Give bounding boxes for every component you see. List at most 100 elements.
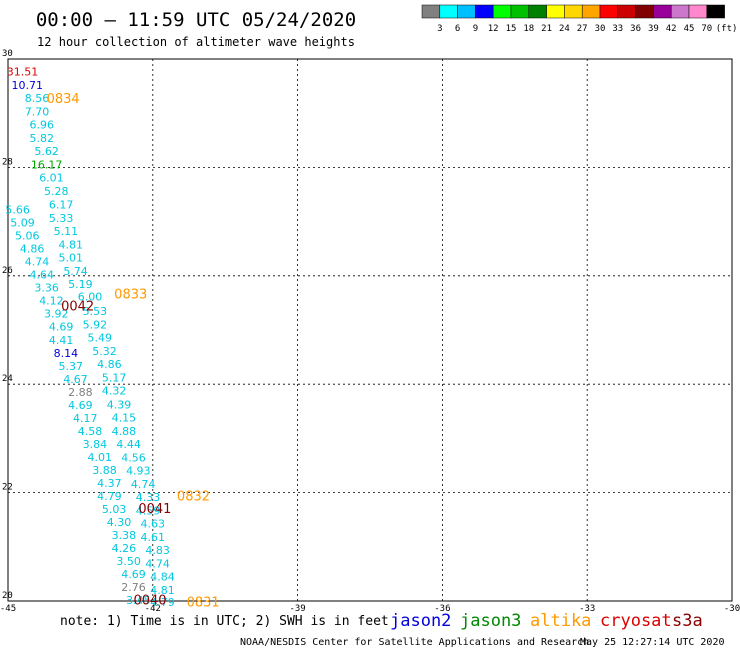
swh-value: 5.82 xyxy=(30,132,55,145)
colorbar-label: 70 xyxy=(701,24,712,34)
colorbar-label: 6 xyxy=(455,24,460,34)
footer-credit: NOAA/NESDIS Center for Satellite Applica… xyxy=(240,637,589,648)
swh-value: 5.09 xyxy=(10,217,35,230)
swh-value: 5.06 xyxy=(15,230,40,243)
swh-value: 5.03 xyxy=(102,503,127,516)
swh-value: 4.69 xyxy=(121,568,146,581)
legend-s3a: s3a xyxy=(672,611,703,631)
chart-title: 00:00 — 11:59 UTC 05/24/2020 xyxy=(36,9,356,31)
legend-altika: altika xyxy=(530,611,591,631)
swh-value: 3.88 xyxy=(92,464,117,477)
colorbar-swatch xyxy=(670,4,690,19)
swh-value: 4.59 xyxy=(136,504,161,517)
swh-value: 2.76 xyxy=(121,581,146,594)
chart-subtitle: 12 hour collection of altimeter wave hei… xyxy=(37,35,355,49)
pass-time-label: 0834 xyxy=(47,92,80,107)
swh-value: 5.17 xyxy=(102,372,127,385)
y-tick-label: 28 xyxy=(2,157,13,167)
colorbar-label: 15 xyxy=(506,24,517,34)
swh-value: 3.50 xyxy=(116,555,141,568)
footer-note: note: 1) Time is in UTC; 2) SWH is in fe… xyxy=(60,614,389,629)
colorbar-label: 27 xyxy=(577,24,588,34)
y-tick-label: 26 xyxy=(2,266,13,276)
colorbar-swatch xyxy=(564,4,583,19)
colorbar-swatch xyxy=(475,4,494,19)
grid: -45 -42 -39 -36 -33 -30 20 22 24 26 28 30 xyxy=(0,49,740,614)
swh-value: 3.45 xyxy=(126,594,151,607)
colorbar-swatch xyxy=(706,4,725,19)
swh-value: 4.32 xyxy=(102,385,127,398)
swh-value: 5.66 xyxy=(5,204,30,217)
swh-value: 4.69 xyxy=(68,399,93,412)
legend-cryosat: cryosat xyxy=(600,611,672,631)
swh-value: 4.79 xyxy=(150,596,175,609)
swh-value: 4.93 xyxy=(126,464,151,477)
swh-value: 6.17 xyxy=(49,198,74,211)
x-tick-label: -33 xyxy=(579,604,595,614)
colorbar-label: 21 xyxy=(541,24,552,34)
colorbar-label: 45 xyxy=(684,24,695,34)
colorbar-swatch xyxy=(546,4,565,19)
swh-value: 4.41 xyxy=(49,334,74,347)
swh-value: 4.67 xyxy=(63,373,88,386)
swh-value: 5.37 xyxy=(58,360,83,373)
swh-value: 4.88 xyxy=(112,425,137,438)
swh-value: 3.92 xyxy=(44,308,69,321)
swh-value: 4.58 xyxy=(78,425,103,438)
swh-value: 4.79 xyxy=(97,490,122,503)
swh-value: 4.30 xyxy=(107,516,132,529)
x-tick-label: -36 xyxy=(434,604,450,614)
colorbar-swatch xyxy=(528,4,547,19)
swh-value: 8.14 xyxy=(54,347,79,360)
swh-value: 6.00 xyxy=(78,290,103,303)
swh-value: 5.74 xyxy=(63,265,88,278)
y-tick-label: 30 xyxy=(2,49,13,59)
swh-value: 4.84 xyxy=(150,571,175,584)
colorbar-label: 30 xyxy=(595,24,606,34)
colorbar: 3 6 9 12 15 18 21 24 27 30 33 36 39 42 45 70 (ft) xyxy=(421,4,738,34)
swh-value: 4.74 xyxy=(25,256,50,269)
colorbar-label: 3 xyxy=(437,24,442,34)
footer-timestamp: May 25 12:27:14 UTC 2020 xyxy=(580,637,725,648)
swh-value: 16.17 xyxy=(31,159,63,172)
colorbar-label: 9 xyxy=(473,24,478,34)
colorbar-label: 33 xyxy=(612,24,623,34)
swh-value: 4.81 xyxy=(58,238,83,251)
swh-value: 4.15 xyxy=(112,411,137,424)
swh-value: 4.44 xyxy=(116,438,141,451)
swh-value: 3.38 xyxy=(112,529,137,542)
swh-value: 4.86 xyxy=(97,358,122,371)
swh-value: 5.28 xyxy=(44,185,69,198)
swh-value: 4.74 xyxy=(131,478,156,491)
colorbar-label: (ft) xyxy=(716,24,738,34)
swh-value: 4.64 xyxy=(30,269,55,282)
swh-value: 4.69 xyxy=(49,321,74,334)
swh-value: 4.56 xyxy=(121,451,146,464)
swh-value: 4.37 xyxy=(97,477,122,490)
swh-value: 4.33 xyxy=(136,491,161,504)
swh-value: 6.01 xyxy=(39,172,64,185)
y-tick-label: 20 xyxy=(2,591,13,601)
swh-value: 31.51 xyxy=(7,65,39,78)
swh-value: 10.71 xyxy=(12,79,44,92)
pass-time-label: 0833 xyxy=(114,288,147,303)
colorbar-swatch xyxy=(421,4,441,19)
swh-value: 4.63 xyxy=(141,517,166,530)
pass-time-label: 0042 xyxy=(61,300,94,315)
colorbar-swatch xyxy=(581,4,601,19)
colorbar-swatch xyxy=(492,4,512,19)
x-tick-label: -39 xyxy=(289,604,305,614)
swh-value: 4.17 xyxy=(73,412,98,425)
x-tick-label: -45 xyxy=(0,604,16,614)
plot-frame xyxy=(7,58,733,602)
colorbar-label: 39 xyxy=(648,24,659,34)
swh-value: 4.86 xyxy=(20,243,45,256)
y-tick-label: 24 xyxy=(2,374,13,384)
satellite-legend: jason2 jason3 altika cryosat s3a xyxy=(390,611,703,631)
x-tick-label: -42 xyxy=(145,604,161,614)
swh-value: 4.61 xyxy=(141,531,166,544)
swh-value: 4.83 xyxy=(145,544,170,557)
swh-value: 5.33 xyxy=(49,212,74,225)
swh-value: 6.96 xyxy=(30,119,55,132)
swh-value: 4.12 xyxy=(39,295,64,308)
